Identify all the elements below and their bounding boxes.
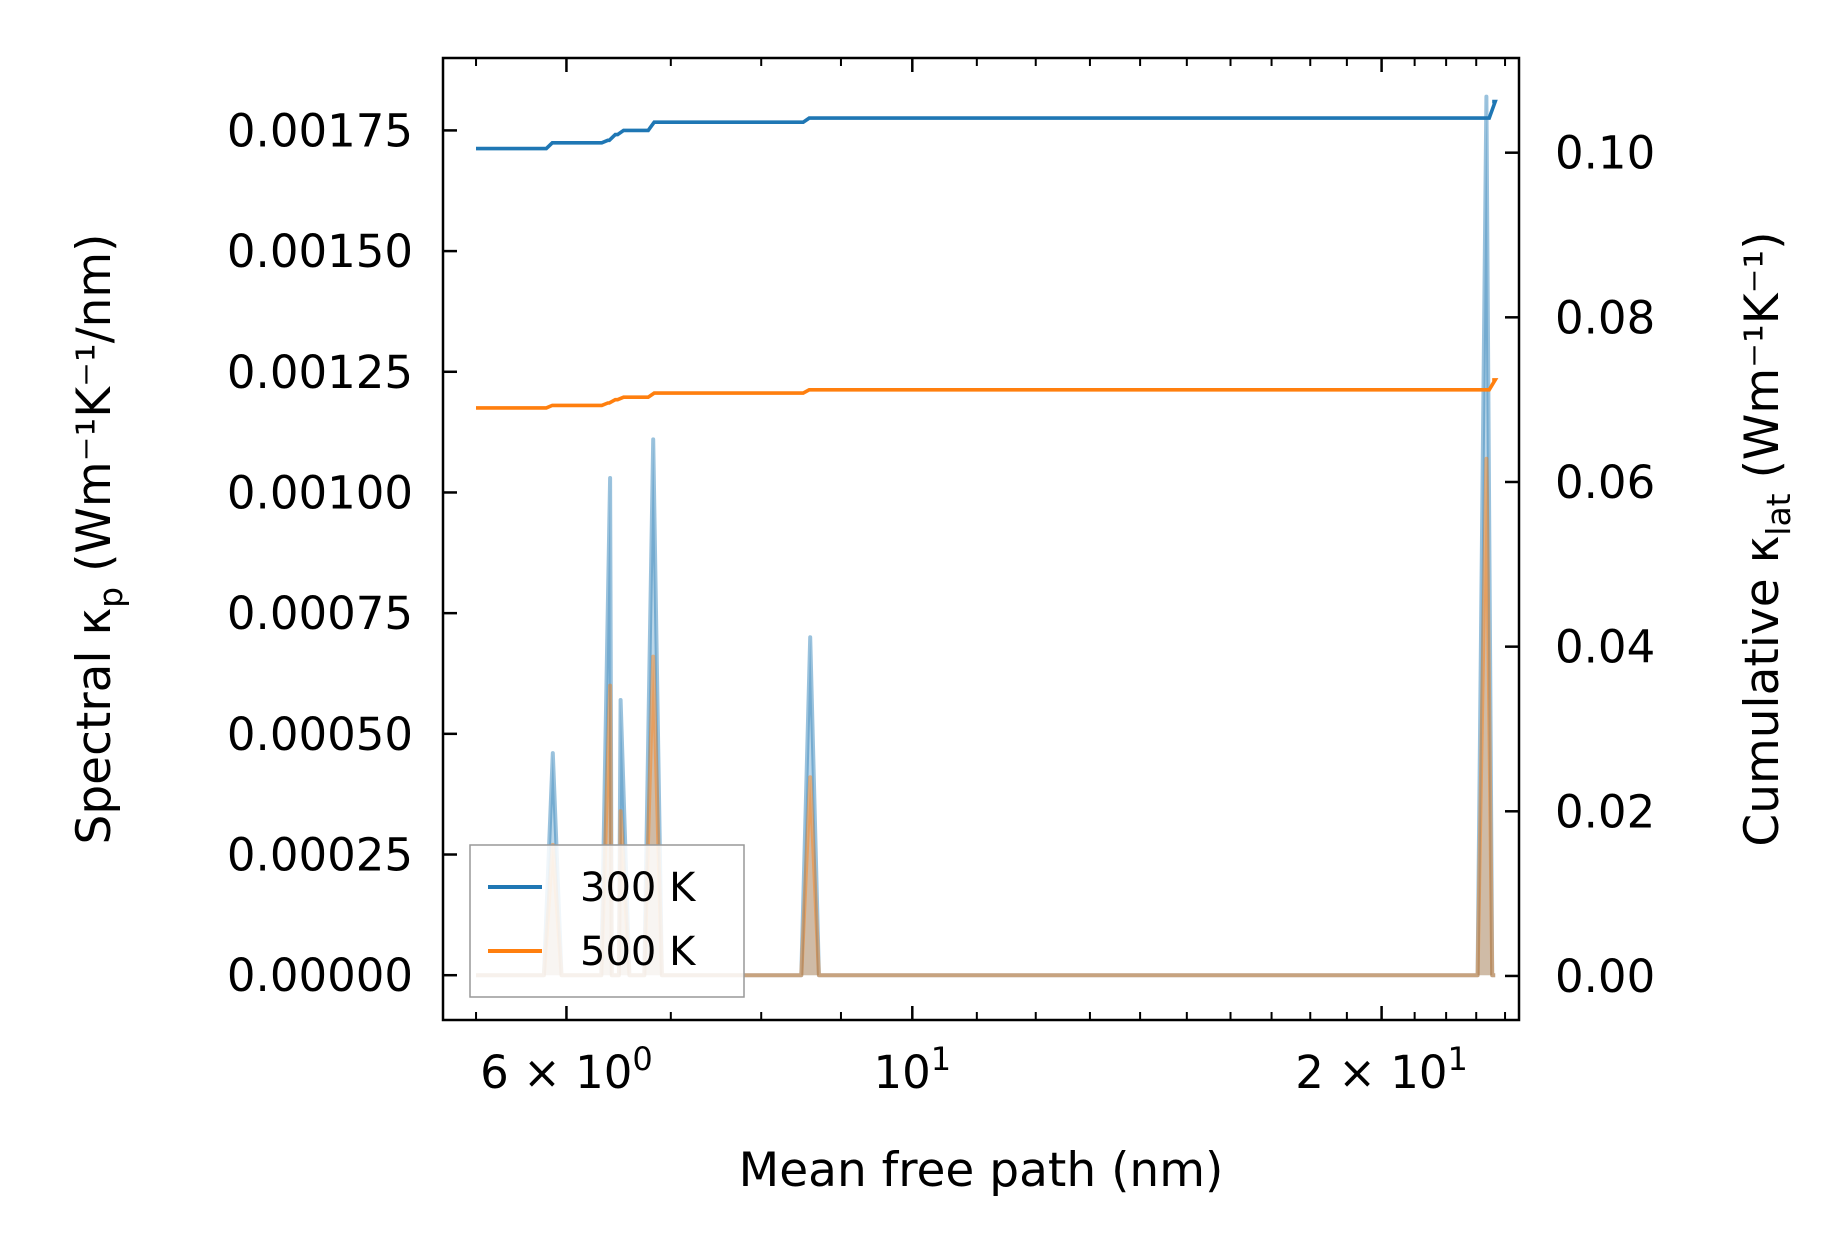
legend-box	[469, 844, 745, 998]
left-y-axis-title-post: (Wm⁻¹K⁻¹/nm)	[67, 233, 122, 586]
x-tick-label-exponent: 1	[1448, 1040, 1468, 1078]
right-y-axis: 0.00 0.02 0.04 0.06 0.08 0.10	[1505, 127, 1655, 1003]
left-y-tick-label: 0.00000	[227, 949, 413, 1002]
x-axis-title: Mean free path (nm)	[739, 1143, 1224, 1198]
right-y-axis-title-sub: lat	[1759, 493, 1798, 535]
legend: 300 K 500 K	[469, 844, 745, 998]
x-tick-label-exponent: 0	[632, 1040, 652, 1078]
x-tick-label-base: 6 × 10	[480, 1046, 632, 1099]
left-y-tick-label: 0.00050	[227, 708, 413, 761]
right-y-tick-label: 0.02	[1555, 785, 1655, 838]
left-y-tick-label: 0.00175	[227, 104, 413, 157]
cumulative-line-1	[476, 378, 1499, 410]
left-y-tick-label: 0.00125	[227, 346, 413, 399]
left-y-tick-label: 0.00100	[227, 466, 413, 519]
right-y-tick-label: 0.10	[1555, 127, 1655, 180]
right-y-axis-title-pre: Cumulative κ	[1735, 536, 1790, 847]
right-y-tick-label: 0.08	[1555, 291, 1655, 344]
right-y-tick-label: 0.04	[1555, 621, 1655, 674]
right-y-tick-label: 0.00	[1555, 950, 1655, 1003]
x-tick-label: 2 × 101	[1295, 1040, 1468, 1099]
right-y-tick-label: 0.06	[1555, 456, 1655, 509]
left-y-axis: 0.00000 0.00025 0.00050 0.00075 0.00100 0.001…	[227, 104, 457, 1002]
left-y-tick-label: 0.00075	[227, 587, 413, 640]
x-tick-label-base: 10	[873, 1046, 930, 1099]
legend-label: 500 K	[580, 929, 697, 975]
plot-frame	[441, 56, 1521, 1022]
x-tick-label-exponent: 1	[931, 1040, 951, 1078]
cumulative-line-0	[476, 99, 1498, 151]
cumulative-lines	[476, 99, 1499, 410]
left-y-tick-label: 0.00025	[227, 829, 413, 882]
legend-label: 300 K	[580, 865, 697, 911]
x-axis: 6 × 100 101 2 × 101	[475, 58, 1507, 1099]
x-tick-label: 101	[873, 1040, 951, 1099]
x-tick-label-base: 2 × 10	[1295, 1046, 1447, 1099]
left-y-tick-label: 0.00150	[227, 225, 413, 278]
right-y-axis-title-post: (Wm⁻¹K⁻¹)	[1735, 231, 1790, 493]
left-y-axis-title: Spectral κp (Wm⁻¹K⁻¹/nm)	[67, 233, 130, 844]
x-tick-label: 6 × 100	[480, 1040, 653, 1099]
left-y-axis-title-pre: Spectral κ	[67, 608, 122, 845]
left-y-axis-title-sub: p	[91, 587, 130, 608]
right-y-axis-title: Cumulative κlat (Wm⁻¹K⁻¹)	[1735, 231, 1798, 846]
